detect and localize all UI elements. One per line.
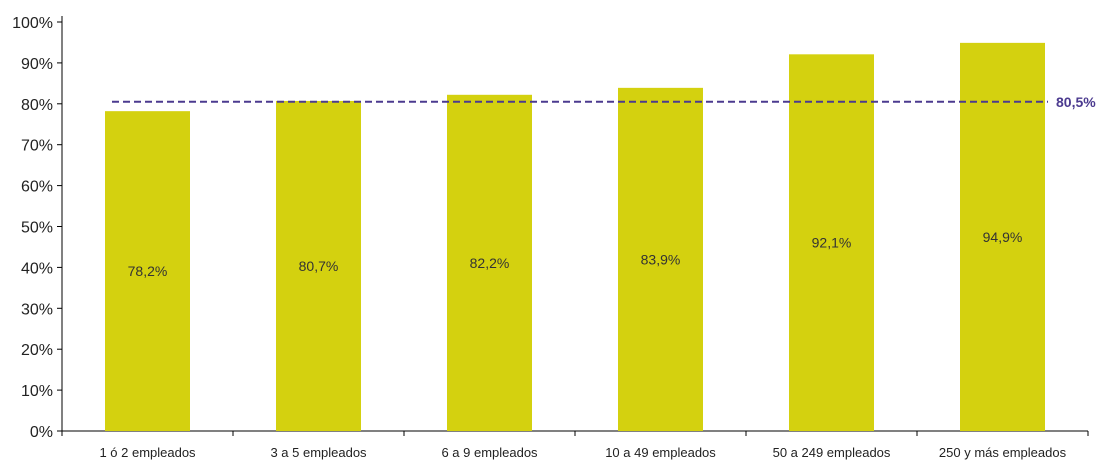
y-tick-label: 10% [21, 383, 53, 400]
y-tick-label: 80% [21, 97, 53, 114]
bar [276, 100, 361, 431]
category-label: 10 a 49 empleados [605, 445, 716, 460]
y-tick-label: 90% [21, 56, 53, 73]
reference-line-group: 80,5% [112, 94, 1096, 110]
y-tick-label: 70% [21, 138, 53, 155]
y-tick-label: 30% [21, 301, 53, 318]
y-axis: 0% 10% 20% 30% 40% 50% 60% 70% 80% 90% 100% [12, 15, 63, 441]
category-label: 250 y más empleados [939, 445, 1067, 460]
bar-value-label: 80,7% [299, 258, 339, 274]
bar-value-label: 82,2% [470, 255, 510, 271]
bar-value-label: 83,9% [641, 251, 681, 267]
bar-value-label: 92,1% [812, 235, 852, 251]
bar [960, 42, 1045, 431]
bar [618, 87, 703, 431]
bar-value-label: 78,2% [128, 263, 168, 279]
category-label: 1 ó 2 empleados [99, 445, 196, 460]
bar [447, 94, 532, 431]
reference-line-label: 80,5% [1056, 94, 1096, 110]
category-label: 50 a 249 empleados [773, 445, 891, 460]
bar-value-label: 94,9% [983, 229, 1023, 245]
y-tick-label: 20% [21, 342, 53, 359]
y-tick-label: 0% [30, 424, 53, 441]
bar [789, 54, 874, 431]
category-label: 6 a 9 empleados [441, 445, 538, 460]
category-label: 3 a 5 empleados [270, 445, 367, 460]
y-tick-label: 50% [21, 220, 53, 237]
bar [105, 111, 190, 432]
y-tick-label: 60% [21, 179, 53, 196]
bars: 78,2% 80,7% 82,2% 83,9% 92,1% 94,9% [105, 42, 1045, 432]
y-tick-label: 100% [12, 15, 53, 32]
x-axis: 1 ó 2 empleados 3 a 5 empleados 6 a 9 empl… [61, 430, 1089, 460]
y-tick-label: 40% [21, 260, 53, 277]
